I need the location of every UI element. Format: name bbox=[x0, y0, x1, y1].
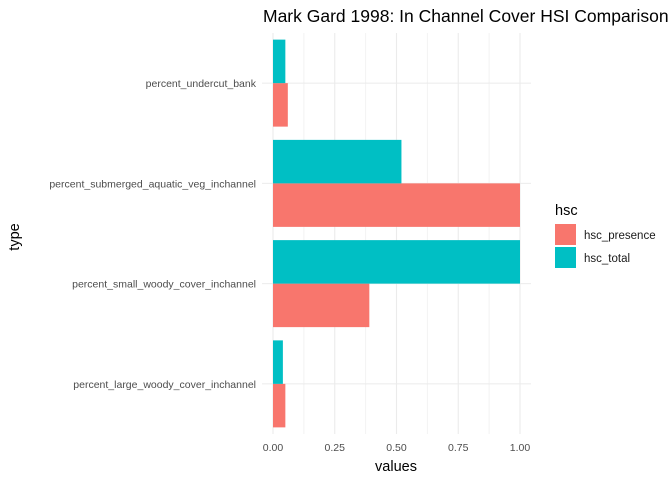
grid-minor bbox=[303, 33, 490, 434]
y-tick-labels: percent_undercut_bank percent_submerged_a… bbox=[49, 78, 256, 391]
x-tick-label: 0.00 bbox=[263, 442, 284, 454]
y-tick-label: percent_undercut_bank bbox=[146, 78, 257, 90]
x-tick-label: 0.25 bbox=[325, 442, 346, 454]
legend-label-hsc-presence: hsc_presence bbox=[584, 230, 656, 242]
bar-hsc-presence: percent_large_woody_cover_inchannel / hs… bbox=[273, 383, 286, 428]
x-axis-label: values bbox=[375, 459, 417, 475]
legend-label-hsc-total: hsc_total bbox=[584, 253, 630, 265]
x-tick-label: 0.75 bbox=[448, 442, 469, 454]
chart-title: Mark Gard 1998: In Channel Cover HSI Com… bbox=[263, 6, 669, 26]
bar-hsc-total: percent_submerged_aquatic_veg_inchannel … bbox=[273, 139, 402, 184]
x-tick-label: 0.50 bbox=[386, 442, 407, 454]
y-axis-label: type bbox=[7, 223, 23, 250]
legend-key-hsc-presence bbox=[555, 224, 576, 245]
bar-hsc-presence: percent_submerged_aquatic_veg_inchannel … bbox=[273, 183, 520, 227]
bars: percent_undercut_bank / hsc_presence: 0.… bbox=[273, 39, 520, 428]
bar-hsc-presence: percent_small_woody_cover_inchannel / hs… bbox=[273, 283, 370, 328]
y-tick-label: percent_small_woody_cover_inchannel bbox=[72, 279, 256, 291]
bar-hsc-total: percent_undercut_bank / hsc_total: 0.05 bbox=[273, 39, 286, 84]
bar-hsc-presence: percent_undercut_bank / hsc_presence: 0.… bbox=[273, 83, 288, 127]
y-tick-label: percent_large_woody_cover_inchannel bbox=[73, 379, 256, 391]
grid-major bbox=[262, 33, 531, 434]
legend: hsc hsc_presence hsc_total bbox=[555, 203, 656, 268]
x-tick-labels: 0.00 0.25 0.50 0.75 1.00 bbox=[263, 442, 531, 454]
bar-hsc-total: percent_small_woody_cover_inchannel / hs… bbox=[273, 240, 520, 284]
y-tick-label: percent_submerged_aquatic_veg_inchannel bbox=[49, 178, 256, 190]
legend-title: hsc bbox=[555, 203, 578, 219]
x-tick-label: 1.00 bbox=[510, 442, 531, 454]
bar-hsc-total: percent_large_woody_cover_inchannel / hs… bbox=[273, 340, 283, 384]
legend-key-hsc-total bbox=[555, 247, 576, 268]
